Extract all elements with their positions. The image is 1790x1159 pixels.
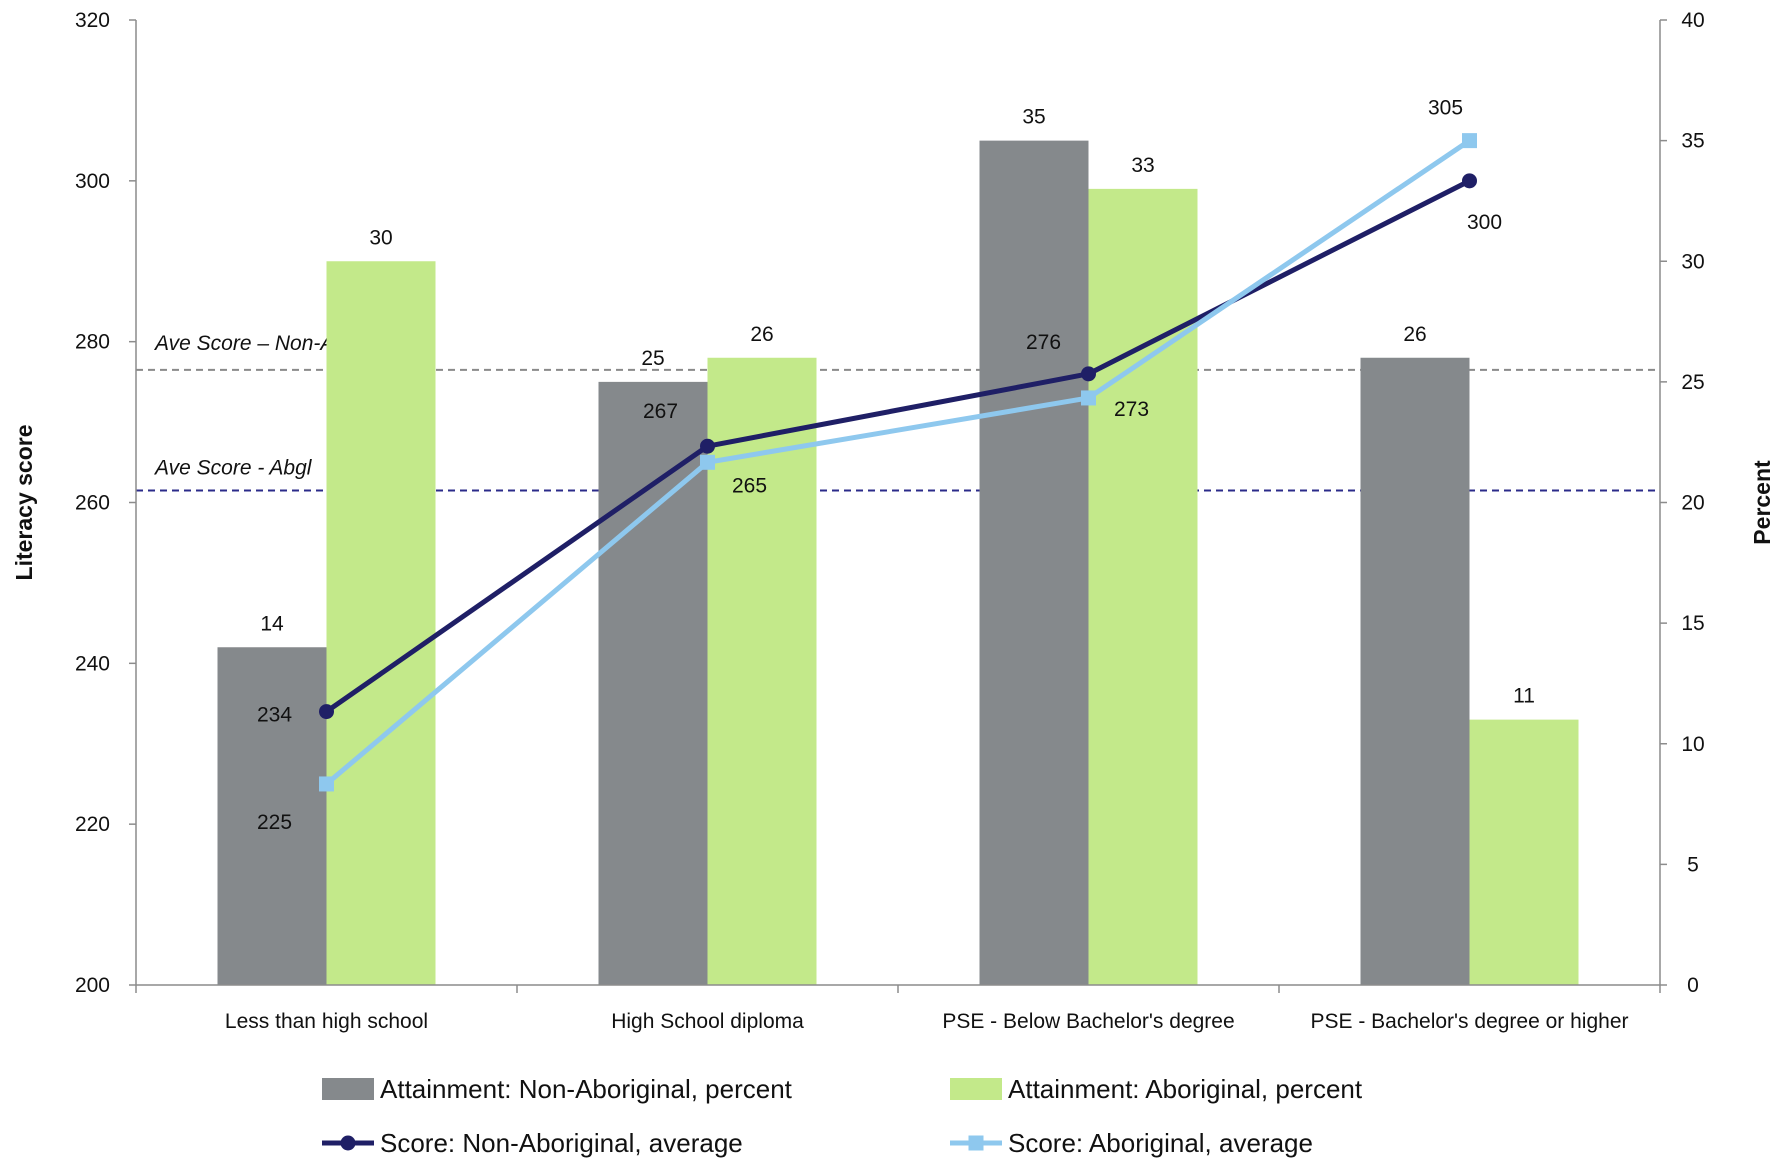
y-right-tick-label-1: 0 [1687,974,1699,997]
reference-line-label-1: Ave Score – Non-Abgl [153,332,364,355]
y-axis-left-title: Literacy score [11,425,37,581]
score-label-series1-1: 234 [257,704,292,727]
score-label-series1-3: 276 [1026,331,1061,354]
y-right-tick-label-3: 10 [1681,733,1704,756]
score-point-series1-4 [1462,173,1477,189]
y-left-tick-label-6: 300 [75,170,110,193]
score-label-series2-3: 273 [1114,398,1149,421]
legend-label-4: Score: Aboriginal, average [1008,1128,1313,1158]
data-labels: 14 25 35 26 30 26 33 11 234 267 276 300 225 265 273 305 [257,97,1535,834]
bar-series2-3 [1088,188,1198,985]
reference-line-label-2: Ave Score - Abgl [153,456,313,479]
bar-label-series2-4: 11 [1513,685,1535,708]
score-lines [319,133,1477,792]
x-category-label-1: Less than high school [225,1010,428,1033]
score-label-series2-4: 305 [1428,97,1463,120]
legend-marker-4 [968,1135,984,1151]
y-right-tick-label-2: 5 [1687,853,1699,876]
score-point-series2-3 [1081,390,1096,406]
score-label-series1-4: 300 [1467,211,1502,234]
bar-series2-2 [707,357,817,985]
score-label-series2-2: 265 [732,474,767,497]
score-line-2 [324,138,1471,786]
y-left-tick-label-4: 260 [75,492,110,515]
bar-series1-3 [979,140,1089,985]
legend-label-3: Score: Non-Aboriginal, average [380,1128,743,1158]
y-right-tick-label-9: 40 [1681,9,1704,32]
legend-label-2: Attainment: Aboriginal, percent [1008,1074,1363,1104]
y-right-tick-label-5: 20 [1681,492,1704,515]
bars [217,140,1579,985]
legend-label-1: Attainment: Non-Aboriginal, percent [380,1074,793,1104]
x-category-label-3: PSE - Below Bachelor's degree [942,1010,1234,1033]
y-right-tick-label-7: 30 [1681,250,1704,273]
score-label-series1-2: 267 [643,400,678,423]
legend-swatch-2 [950,1078,1002,1100]
bar-label-series2-3: 33 [1131,154,1154,177]
bar-series2-1 [326,261,436,985]
legend-swatch-1 [322,1078,374,1100]
score-point-series2-1 [319,776,334,792]
bar-series1-4 [1360,357,1470,985]
y-left-tick-label-5: 280 [75,331,110,354]
score-point-series2-4 [1462,133,1477,149]
axes: 200 220 240 260 280 300 320 0 5 10 15 20 25 30 35 40 Les… [11,9,1775,1033]
score-label-series2-1: 225 [257,811,292,834]
y-right-tick-label-6: 25 [1681,371,1704,394]
y-left-tick-label-2: 220 [75,813,110,836]
bar-label-series1-2: 25 [641,347,664,370]
bar-label-series1-1: 14 [260,612,284,635]
bar-label-series1-3: 35 [1022,106,1045,129]
legend-marker-3 [340,1135,356,1151]
x-category-label-4: PSE - Bachelor's degree or higher [1310,1010,1628,1033]
bar-series2-4 [1469,719,1579,985]
y-left-tick-label-1: 200 [75,974,110,997]
bar-series1-2 [598,381,708,985]
score-point-series1-3 [1081,366,1096,382]
y-left-tick-label-7: 320 [75,9,110,32]
x-category-label-2: High School diploma [611,1010,804,1033]
score-point-series1-2 [700,438,715,454]
bar-label-series2-1: 30 [369,226,392,249]
y-right-tick-label-4: 15 [1681,612,1704,635]
y-right-tick-label-8: 35 [1681,130,1704,153]
y-left-tick-label-3: 240 [75,652,110,675]
y-axis-right-title: Percent [1749,460,1775,545]
score-point-series1-1 [319,704,334,720]
legend: Attainment: Non-Aboriginal, percent Attai… [322,1074,1363,1158]
score-point-series2-2 [700,454,715,470]
bar-series1-1 [217,647,327,985]
score-line-1 [325,178,1471,714]
bar-label-series2-2: 26 [750,323,773,346]
bar-label-series1-4: 26 [1403,323,1426,346]
